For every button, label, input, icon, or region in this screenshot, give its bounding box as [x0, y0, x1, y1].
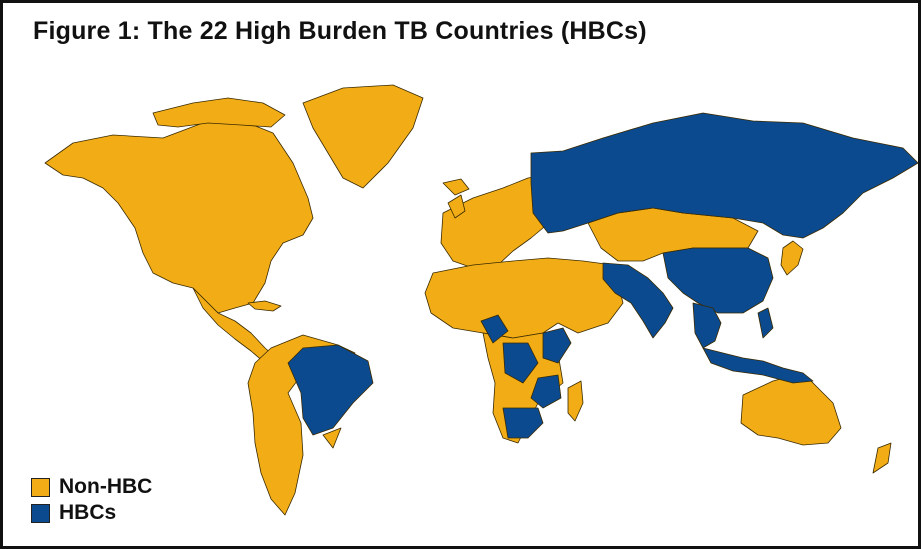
region-nigeria: [480, 314, 509, 344]
region-south-america: [247, 334, 356, 516]
region-greenland: [302, 84, 424, 189]
region-iceland: [442, 178, 470, 196]
legend-swatch-non-hbc: [31, 477, 50, 497]
hbc-regions: [287, 112, 918, 439]
region-uruguay: [322, 427, 342, 449]
region-china: [662, 247, 774, 314]
region-new-zealand: [872, 442, 892, 474]
legend-item-non-hbc: Non-HBC: [31, 474, 152, 500]
region-madagascar: [567, 380, 584, 422]
region-uk: [447, 194, 466, 219]
region-east-africa: [542, 327, 572, 364]
region-north-africa-middle-east: [424, 257, 624, 339]
region-australia: [740, 372, 842, 446]
region-mozambique-zimbabwe: [530, 374, 562, 409]
region-europe: [440, 174, 552, 269]
region-caribbean: [247, 300, 282, 312]
region-russia: [530, 112, 918, 239]
legend-swatch-hbc: [31, 503, 50, 523]
legend-label-hbc: HBCs: [59, 501, 117, 524]
region-brazil: [287, 344, 374, 436]
map-legend: Non-HBC HBCs: [31, 474, 152, 526]
figure-title: Figure 1: The 22 High Burden TB Countrie…: [33, 17, 647, 45]
region-dr-congo: [502, 342, 539, 384]
region-indonesia-philippines: [702, 347, 814, 384]
legend-item-hbc: HBCs: [31, 500, 152, 526]
region-north-america: [44, 120, 314, 314]
non-hbc-regions: [44, 84, 892, 516]
region-south-asia: [602, 262, 674, 339]
region-southeast-asia: [692, 302, 722, 349]
region-japan: [780, 240, 804, 276]
world-map: [44, 84, 918, 516]
region-arctic-islands: [152, 97, 286, 128]
region-south-africa: [502, 407, 544, 439]
region-philippines: [757, 307, 774, 339]
legend-label-non-hbc: Non-HBC: [59, 475, 153, 498]
